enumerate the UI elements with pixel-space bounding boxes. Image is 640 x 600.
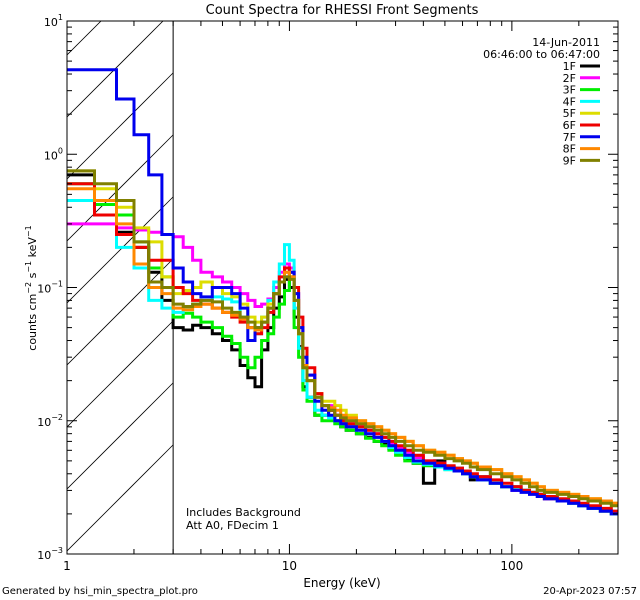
y-label-part-a: counts cm: [26, 294, 39, 351]
annotation-attenuator: Att A0, FDecim 1: [186, 519, 279, 532]
chart-title: Count Spectra for RHESSI Front Segments: [206, 3, 479, 18]
y-tick-label-exp: −3: [51, 546, 63, 555]
hatch-line: [67, 21, 102, 56]
x-tick-label: 10: [282, 559, 297, 573]
y-label-exp-a: −2: [24, 282, 33, 294]
y-tick-label-exp: 0: [58, 146, 63, 155]
legend-label-9f: 9F: [563, 154, 576, 167]
y-tick-label: 10−1: [37, 280, 63, 296]
x-tick-label: 100: [500, 559, 523, 573]
hatch-line: [67, 196, 174, 304]
y-label-part-b: s: [26, 272, 39, 281]
y-label-exp-c: −1: [24, 225, 33, 237]
series-9f: [67, 169, 618, 508]
y-tick-label: 10−3: [37, 546, 63, 562]
y-tick-label-base: 10: [37, 549, 51, 562]
legend-label-5f: 5F: [563, 107, 576, 120]
excluded-region-hatch: [67, 21, 174, 552]
y-tick-label-exp: 1: [58, 13, 63, 22]
hatch-line: [67, 382, 174, 490]
footer-generated-on: 20-Apr-2023 07:57: [543, 586, 637, 597]
legend-label-7f: 7F: [563, 131, 576, 144]
axis-ticks: [66, 20, 619, 555]
y-label-part-c: keV: [26, 237, 39, 261]
series-8f: [67, 187, 618, 505]
series-group: [67, 68, 618, 516]
y-tick-label-base: 10: [37, 416, 51, 429]
hatch-line: [67, 21, 164, 118]
hatch-line: [67, 320, 174, 428]
x-axis-label: Energy (keV): [303, 576, 380, 590]
x-tick-label: 1: [63, 559, 71, 573]
legend-label-3f: 3F: [563, 84, 576, 97]
legend-label-4f: 4F: [563, 95, 576, 108]
y-tick-label: 101: [44, 13, 63, 29]
footer-generated-by: Generated by hsi_min_spectra_plot.pro: [2, 586, 198, 597]
y-tick-label-exp: −2: [51, 413, 63, 422]
annotation-background: Includes Background: [186, 506, 301, 519]
y-label-exp-b: −1: [24, 261, 33, 273]
y-tick-label-base: 10: [37, 283, 51, 296]
y-tick-label-base: 10: [44, 149, 58, 162]
y-axis-label: counts cm−2 s−1 keV−1: [24, 225, 39, 350]
y-tick-label: 10−2: [37, 413, 63, 429]
legend-label-2f: 2F: [563, 72, 576, 85]
hatch-line: [67, 72, 174, 180]
legend-label-6f: 6F: [563, 119, 576, 132]
legend-label-1f: 1F: [563, 60, 576, 73]
series-7f: [67, 68, 618, 516]
hatch-line: [67, 444, 174, 552]
date-label: 14-Jun-2011: [532, 36, 600, 49]
time-range-label: 06:46:00 to 06:47:00: [483, 48, 600, 61]
y-tick-label-base: 10: [44, 16, 58, 29]
y-tick-label: 100: [44, 146, 63, 162]
hatch-line: [67, 258, 174, 366]
y-tick-label-exp: −1: [51, 280, 63, 289]
legend-label-8f: 8F: [563, 143, 576, 156]
